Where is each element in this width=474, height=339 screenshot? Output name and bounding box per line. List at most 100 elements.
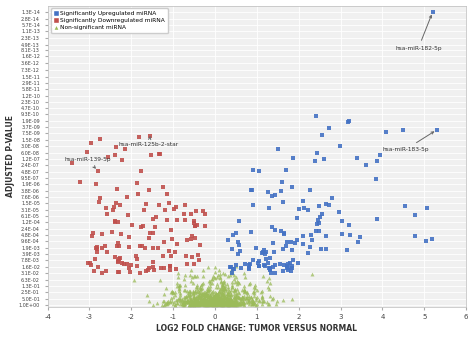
Point xyxy=(199,300,206,306)
Point xyxy=(118,158,126,163)
Point xyxy=(208,298,215,303)
Point xyxy=(171,302,178,307)
Point xyxy=(220,295,228,300)
Point xyxy=(215,301,222,306)
Point xyxy=(318,212,326,217)
Point xyxy=(204,302,211,307)
Point xyxy=(213,298,220,304)
Point xyxy=(219,302,226,307)
Point xyxy=(199,300,207,305)
Point xyxy=(232,298,239,303)
Point xyxy=(219,286,226,292)
Point xyxy=(232,293,240,298)
Point xyxy=(290,257,297,262)
Point xyxy=(214,295,222,300)
Point xyxy=(197,298,205,303)
Point xyxy=(237,295,244,300)
Point xyxy=(212,293,219,298)
Point xyxy=(87,262,95,267)
Point xyxy=(97,136,104,141)
Point xyxy=(289,297,296,302)
Point xyxy=(160,302,168,307)
Point xyxy=(223,297,230,302)
Point xyxy=(205,293,213,298)
Point xyxy=(343,247,351,253)
Point xyxy=(205,299,213,304)
Point xyxy=(204,292,211,297)
Point xyxy=(320,157,328,162)
Point xyxy=(237,265,245,271)
Point xyxy=(245,262,253,268)
Point xyxy=(127,269,134,274)
Point xyxy=(191,296,198,301)
Point xyxy=(215,293,223,299)
Point xyxy=(247,299,255,304)
Point xyxy=(147,152,155,157)
Point xyxy=(103,205,110,211)
Point xyxy=(199,290,207,296)
Point xyxy=(232,287,239,293)
Point xyxy=(209,301,216,306)
Point xyxy=(271,270,279,276)
Point xyxy=(228,283,236,288)
Point xyxy=(244,298,252,303)
Point xyxy=(232,301,239,306)
Point xyxy=(210,293,218,299)
Point xyxy=(235,218,242,223)
Point xyxy=(217,299,224,304)
Point xyxy=(203,302,211,307)
Point xyxy=(192,299,200,305)
Point xyxy=(207,297,215,302)
Point xyxy=(212,297,219,303)
Point xyxy=(239,301,246,306)
Point xyxy=(108,229,116,235)
Point xyxy=(206,287,214,292)
Point xyxy=(196,291,204,296)
Point xyxy=(229,302,237,307)
Point xyxy=(179,300,187,305)
Point xyxy=(204,293,212,298)
Point xyxy=(191,302,198,307)
Point xyxy=(219,288,227,294)
Point xyxy=(228,271,236,276)
Point xyxy=(216,295,224,300)
Point xyxy=(228,301,236,306)
Point xyxy=(196,284,204,290)
Point xyxy=(201,298,209,304)
Point xyxy=(218,291,226,297)
Point xyxy=(205,287,213,292)
Point xyxy=(191,297,199,302)
Point xyxy=(115,269,123,274)
Point xyxy=(193,298,201,303)
Point xyxy=(212,291,220,297)
Point xyxy=(283,244,290,249)
Point xyxy=(198,301,205,306)
Point xyxy=(300,242,307,247)
Point xyxy=(192,208,200,214)
Point xyxy=(206,279,213,284)
Point xyxy=(215,300,222,305)
Point xyxy=(245,266,253,272)
Point xyxy=(146,134,154,139)
Point xyxy=(215,302,223,307)
Point xyxy=(203,300,210,306)
Point xyxy=(232,300,239,306)
Point xyxy=(219,301,226,306)
Point xyxy=(205,301,213,306)
Point xyxy=(261,298,268,304)
Point xyxy=(192,301,200,306)
Point xyxy=(223,299,231,304)
Point xyxy=(219,282,227,287)
Point xyxy=(289,155,297,161)
Point xyxy=(263,250,270,255)
Point xyxy=(266,280,274,286)
Point xyxy=(262,251,269,257)
Point xyxy=(201,300,209,305)
Point xyxy=(190,302,197,307)
Point xyxy=(219,291,227,297)
Point xyxy=(204,302,211,307)
Point xyxy=(201,301,209,306)
Point xyxy=(212,284,220,290)
Point xyxy=(195,294,202,299)
Point xyxy=(235,301,243,306)
